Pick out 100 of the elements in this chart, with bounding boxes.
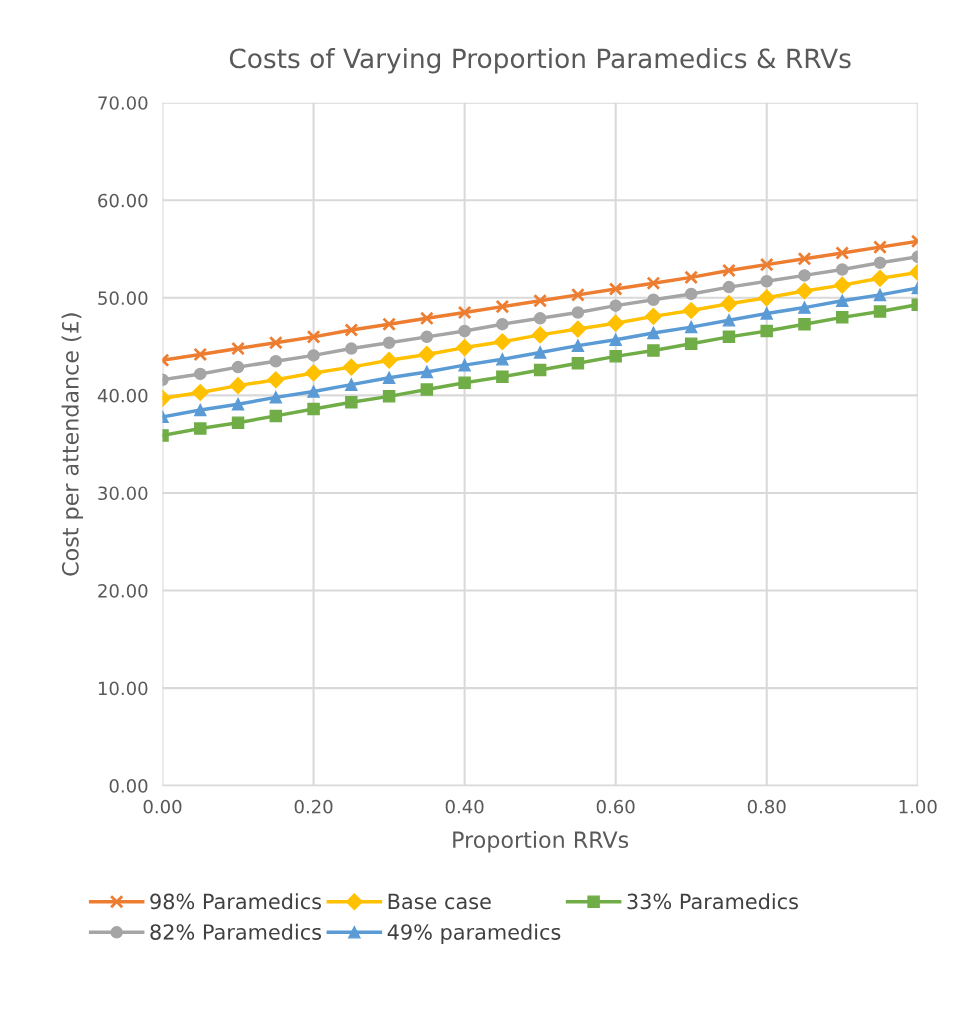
point — [382, 317, 397, 332]
y-tick-label: 60.00 — [98, 193, 148, 208]
point — [798, 317, 811, 331]
y-axis-title: Cost per attendance (£) — [61, 313, 84, 576]
point — [420, 365, 434, 379]
point — [305, 364, 323, 382]
x-tick-label: 0.00 — [143, 799, 182, 814]
point — [457, 305, 472, 320]
point — [646, 276, 661, 291]
legend-label: 98% Paramedics — [150, 893, 322, 910]
point — [722, 330, 736, 344]
x-axis-title: Proportion RRVs — [453, 830, 629, 853]
point — [608, 282, 623, 296]
point — [684, 287, 698, 301]
point — [380, 351, 398, 369]
point — [722, 314, 736, 327]
point — [458, 358, 471, 372]
point — [191, 383, 209, 402]
point — [760, 307, 773, 320]
point — [609, 333, 622, 347]
point — [382, 371, 396, 385]
point — [722, 263, 736, 278]
chart-title: Costs of Varying Proportion Paramedics & RRVs — [229, 47, 851, 74]
point — [342, 358, 360, 376]
point — [345, 395, 358, 409]
x-tick-label: 0.40 — [445, 799, 484, 814]
point — [722, 280, 736, 294]
point — [684, 320, 698, 334]
point — [871, 269, 889, 287]
point — [493, 333, 511, 351]
point — [531, 326, 549, 344]
point — [269, 391, 283, 404]
point — [571, 339, 585, 352]
point — [609, 350, 622, 363]
x-tick-label: 0.60 — [596, 799, 635, 814]
point — [307, 402, 320, 416]
point — [382, 390, 396, 403]
point — [496, 370, 509, 384]
point — [194, 367, 207, 381]
point — [873, 288, 887, 302]
point — [607, 314, 625, 332]
point — [267, 371, 285, 389]
legend-label: 49% paramedics — [387, 923, 561, 944]
point — [644, 307, 662, 325]
point — [570, 287, 585, 302]
point — [382, 336, 396, 349]
point — [795, 282, 814, 300]
point — [496, 317, 509, 331]
point — [682, 301, 700, 320]
point — [571, 356, 585, 370]
point — [229, 377, 247, 395]
legend-label: 33% Paramedics — [627, 893, 798, 910]
point — [194, 403, 207, 417]
y-tick-label: 20.00 — [98, 583, 148, 598]
point — [760, 274, 773, 288]
point — [269, 354, 283, 368]
point — [873, 305, 887, 318]
point — [684, 270, 699, 285]
point — [533, 312, 547, 325]
point — [307, 349, 320, 362]
y-tick-label: 40.00 — [97, 388, 148, 403]
point — [344, 323, 359, 337]
y-tick-label: 70.00 — [98, 96, 148, 110]
x-tick-label: 0.20 — [294, 799, 333, 814]
point — [684, 337, 698, 350]
point — [797, 251, 812, 266]
point — [647, 344, 660, 357]
point — [419, 311, 434, 326]
point — [873, 240, 887, 255]
point — [496, 353, 509, 366]
point — [345, 378, 358, 391]
legend-label: 82% Paramedics — [150, 923, 322, 940]
point — [833, 276, 851, 294]
y-tick-label: 0.00 — [109, 779, 148, 793]
point — [609, 299, 622, 312]
point — [231, 341, 245, 356]
y-tick-label: 30.00 — [98, 486, 148, 501]
y-tick-label: 10.00 — [98, 681, 148, 696]
point — [495, 299, 510, 314]
x-tick-label: 0.80 — [747, 799, 786, 814]
point — [231, 397, 245, 411]
point — [798, 301, 811, 314]
point — [231, 360, 245, 374]
point — [306, 329, 321, 344]
point — [798, 269, 811, 282]
point — [647, 326, 660, 340]
point — [835, 263, 849, 276]
point — [835, 246, 850, 260]
point — [307, 385, 320, 398]
point — [759, 257, 774, 272]
point — [533, 363, 547, 377]
point — [720, 295, 738, 313]
point — [194, 422, 207, 435]
point — [760, 324, 773, 338]
point — [231, 416, 245, 429]
point — [418, 345, 436, 363]
point — [835, 311, 849, 324]
point — [758, 289, 776, 307]
point — [533, 293, 548, 308]
point — [456, 339, 474, 357]
